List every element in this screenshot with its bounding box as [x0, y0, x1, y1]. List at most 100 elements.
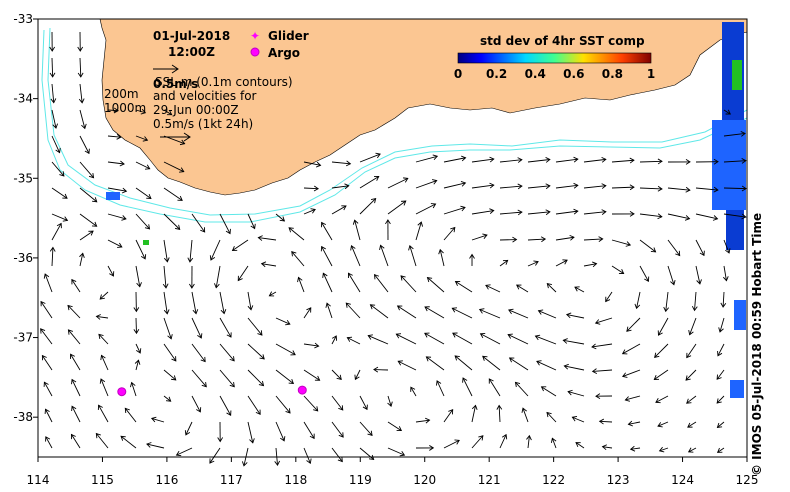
- velocity-arrow: [471, 208, 495, 215]
- isobath-lines: [41, 27, 748, 223]
- velocity-arrow: [331, 183, 350, 190]
- velocity-arrow: [499, 433, 508, 449]
- velocity-arrow: [331, 369, 342, 381]
- velocity-arrow: [79, 109, 87, 130]
- velocity-arrow: [50, 83, 57, 104]
- velocity-arrow: [40, 300, 53, 319]
- velocity-arrow: [387, 200, 407, 215]
- velocity-arrow: [667, 159, 691, 165]
- velocity-arrow: [184, 421, 193, 436]
- velocity-arrow: [260, 261, 277, 268]
- velocity-arrow: [191, 369, 207, 388]
- velocity-arrow: [415, 179, 438, 189]
- velocity-arrow: [107, 265, 115, 277]
- velocity-arrow: [396, 305, 417, 319]
- velocity-arrow: [717, 343, 725, 357]
- velocity-arrow: [508, 357, 529, 371]
- velocity-arrow: [621, 343, 641, 355]
- velocity-arrow: [163, 213, 181, 230]
- velocity-arrow: [462, 377, 473, 397]
- velocity-arrow: [499, 236, 518, 243]
- velocity-arrow: [443, 226, 456, 241]
- velocity-arrow: [163, 239, 170, 263]
- velocity-arrow: [135, 135, 149, 142]
- velocity-arrow: [359, 447, 375, 461]
- velocity-arrow: [508, 308, 529, 319]
- latitude-axis: -33 -34 -35 -36 -37 -38: [13, 12, 38, 424]
- velocity-arrow: [135, 213, 151, 230]
- velocity-arrow: [415, 221, 423, 241]
- isobath-1000m: [47, 27, 748, 216]
- velocity-arrow: [395, 333, 417, 345]
- velocity-arrow: [135, 343, 142, 354]
- velocity-arrow: [611, 265, 625, 274]
- velocity-arrow: [79, 252, 85, 267]
- velocity-arrow: [629, 445, 641, 452]
- colorbar-tick-label: 0: [454, 67, 462, 81]
- velocity-arrow: [583, 209, 607, 215]
- isobath-200m: [41, 29, 748, 223]
- velocity-arrow: [443, 205, 466, 215]
- velocity-arrow: [231, 239, 249, 252]
- velocity-arrow: [322, 272, 333, 293]
- colorbar-tick-label: 1: [647, 67, 655, 81]
- velocity-arrow: [415, 417, 431, 424]
- colorbar-title: std dev of 4hr SST comp: [480, 34, 645, 48]
- velocity-arrow: [527, 260, 539, 267]
- velocity-arrow: [130, 381, 137, 397]
- velocity-arrow: [95, 432, 109, 449]
- velocity-arrow: [297, 276, 305, 293]
- velocity-arrow: [555, 156, 579, 163]
- velocity-arrow: [303, 307, 312, 319]
- velocity-arrow: [133, 291, 140, 313]
- velocity-arrow: [594, 317, 613, 325]
- velocity-arrow: [71, 405, 81, 423]
- velocity-arrow: [611, 157, 635, 164]
- velocity-arrow: [687, 421, 697, 428]
- velocity-arrow: [135, 108, 147, 115]
- lon-tick-label: 118: [284, 473, 307, 487]
- velocity-arrow: [135, 239, 147, 260]
- velocity-arrow: [379, 244, 389, 267]
- lon-tick-label: 122: [542, 473, 565, 487]
- ssh-note-line-3: 29-Jun 00:00Z: [153, 103, 239, 117]
- velocity-arrow: [571, 416, 585, 423]
- velocity-arrow: [275, 317, 291, 326]
- velocity-arrow: [565, 312, 585, 319]
- velocity-arrow: [51, 187, 68, 199]
- velocity-arrow: [107, 107, 119, 114]
- velocity-arrow: [214, 265, 221, 289]
- velocity-arrow: [685, 369, 697, 381]
- velocity-arrow: [655, 395, 669, 404]
- isobath-200m-label: 200m: [104, 87, 139, 101]
- velocity-arrow: [387, 395, 393, 407]
- colorbar-ticks: 0 0.2 0.4 0.6 0.8 1: [454, 67, 655, 81]
- velocity-arrow: [534, 334, 557, 345]
- velocity-arrow: [426, 276, 445, 293]
- velocity-arrow: [634, 291, 641, 310]
- velocity-arrow: [163, 109, 173, 116]
- velocity-arrow: [723, 185, 747, 192]
- lon-tick-label: 124: [671, 473, 694, 487]
- velocity-arrow: [51, 135, 61, 154]
- velocity-arrow: [591, 343, 613, 350]
- velocity-arrow: [443, 439, 460, 449]
- velocity-arrow: [387, 447, 406, 457]
- velocity-arrow: [79, 187, 98, 203]
- velocity-arrow: [555, 259, 568, 267]
- velocity-arrow: [720, 291, 727, 308]
- velocity-arrow: [163, 187, 183, 201]
- velocity-arrow: [595, 393, 613, 400]
- velocity-arrow: [716, 369, 725, 380]
- argo-legend-label: Argo: [268, 46, 300, 60]
- velocity-arrow: [71, 378, 81, 397]
- velocity-arrow: [626, 317, 641, 332]
- velocity-arrow: [527, 209, 551, 216]
- velocity-arrow: [496, 404, 503, 423]
- velocity-arrow: [71, 278, 81, 293]
- glider-legend-icon: ✦: [250, 29, 260, 43]
- velocity-arrow: [611, 239, 632, 247]
- velocity-arrow: [639, 239, 657, 253]
- velocity-arrow: [288, 227, 305, 241]
- velocity-arrow: [51, 109, 59, 129]
